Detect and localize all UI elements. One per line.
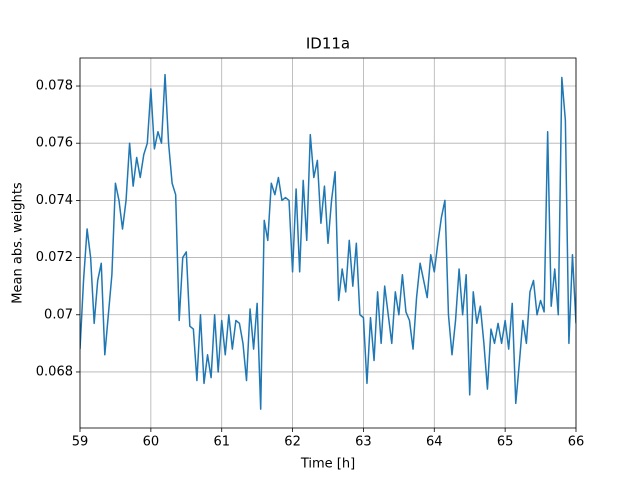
- x-tick-label: 61: [213, 435, 230, 450]
- y-tick-label: 0.072: [36, 250, 73, 265]
- data-line: [80, 73, 576, 410]
- x-tick-label: 62: [284, 435, 301, 450]
- x-tick-label: 59: [72, 435, 89, 450]
- y-tick-label: 0.076: [36, 136, 73, 151]
- x-tick-label: 66: [568, 435, 585, 450]
- y-tick-label: 0.074: [36, 193, 73, 208]
- x-tick-label: 65: [497, 435, 514, 450]
- y-tick-label: 0.078: [36, 79, 73, 94]
- y-tick-label: 0.07: [44, 307, 73, 322]
- x-axis-label: Time [h]: [300, 457, 355, 472]
- x-tick-label: 60: [143, 435, 160, 450]
- plot-frame: [79, 57, 577, 429]
- y-axis-label: Mean abs. weights: [11, 182, 26, 304]
- x-tick-label: 64: [426, 435, 443, 450]
- chart-title: ID11a: [306, 35, 350, 53]
- x-tick-label: 63: [355, 435, 372, 450]
- y-tick-label: 0.068: [36, 364, 73, 379]
